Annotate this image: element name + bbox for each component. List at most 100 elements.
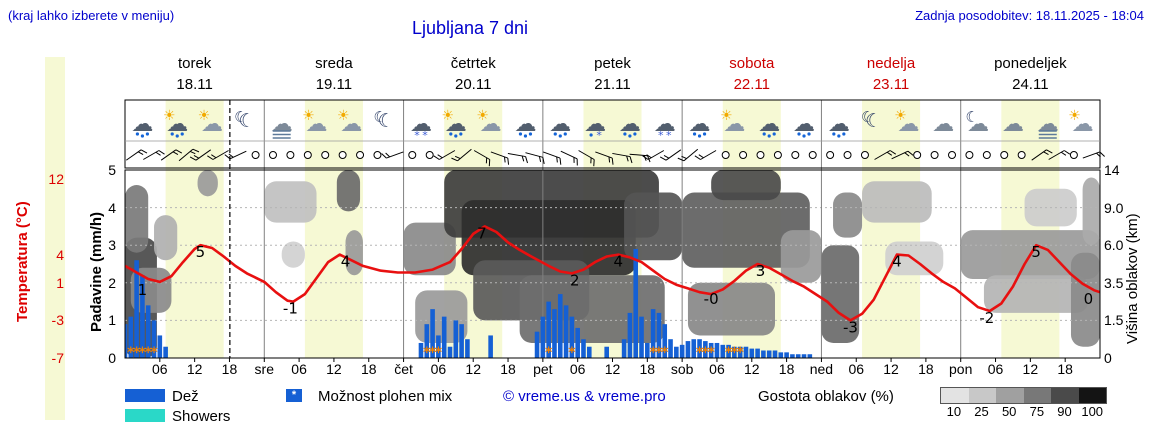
cloud-density-legend-label: Gostota oblakov (%) [758, 388, 894, 405]
cloud-blob [281, 241, 305, 268]
sun-cloud-icon: ☀☁ [476, 108, 501, 137]
precip-bar [575, 327, 580, 358]
wind-barb-icon [542, 151, 562, 165]
svg-text:☁: ☁ [340, 112, 362, 137]
svg-text:☀: ☀ [337, 108, 350, 124]
svg-text:☁: ☁ [410, 112, 432, 137]
day-name: torek [177, 55, 212, 72]
precip-bar [801, 354, 807, 358]
day-name: petek [594, 55, 631, 72]
temperature-value-label: 0 [1084, 290, 1094, 308]
daylight-band [304, 100, 363, 358]
wind-barb-icon [659, 149, 682, 161]
precip-bar [157, 335, 163, 358]
x-hour-label: 18 [1057, 361, 1073, 377]
svg-text:☾: ☾ [378, 110, 395, 132]
cloud-blob [403, 222, 456, 276]
sun-cloud-icon: ☀☁ [1068, 108, 1093, 137]
wind-barb-icon [874, 150, 897, 160]
x-hour-label: 06 [152, 361, 168, 377]
chance-marker: * [655, 345, 663, 361]
calm-wind-icon [321, 151, 330, 159]
calm-wind-icon [356, 151, 365, 159]
chance-marker: * [423, 345, 431, 361]
x-hour-label: 06 [291, 361, 307, 377]
precip-bar [755, 348, 760, 358]
chance-marker: * [568, 345, 576, 361]
precip-bar [418, 342, 424, 358]
wind-barb-icon [433, 150, 456, 160]
cloud-density-gradient [940, 387, 1107, 404]
svg-text:☾: ☾ [865, 110, 882, 132]
x-day-label-ned: ned [809, 361, 834, 377]
cloud-blob [154, 215, 178, 261]
cloud-blob [624, 192, 683, 261]
wind-barb-icon [595, 151, 614, 165]
temperature-value-label: -0 [704, 290, 719, 308]
cloud-density-values: 10 25 50 75 90 100 [940, 404, 1106, 419]
density-value: 25 [974, 404, 989, 419]
sun-cloud-icon: ☀☁ [302, 108, 327, 137]
precip-bar [581, 339, 586, 358]
precip-bar [691, 339, 697, 358]
wind-barb-icon [677, 148, 699, 162]
precip-bar [586, 346, 592, 358]
temp-tick-1: 1 [56, 274, 64, 291]
svg-text:☾: ☾ [373, 108, 386, 126]
density-segment [1051, 388, 1079, 403]
precip-bar [668, 339, 673, 358]
sun-cloud-icon: ☀☁ [198, 108, 223, 137]
precip-bar [569, 316, 575, 358]
snow-icon: ☁* * [410, 112, 432, 142]
wind-barb-icon [473, 150, 491, 167]
wind-barb-icon [694, 150, 717, 160]
chance-of-showers-icon: * [286, 389, 302, 402]
x-hour-label: 12 [883, 361, 899, 377]
cloud-layer [125, 170, 1100, 358]
precip-bar [633, 248, 639, 358]
copyright-link[interactable]: © vreme.us & vreme.pro [503, 388, 666, 405]
wind-barb-icon [578, 150, 595, 167]
chance-marker: * [737, 345, 745, 361]
svg-text:*: * [414, 129, 420, 142]
moon-icon: ☾☾ [234, 108, 255, 132]
cloud-blob [711, 170, 781, 201]
rain-icon: ☁ [514, 112, 536, 138]
precip-bar [662, 324, 668, 358]
chance-marker: * [696, 345, 704, 361]
temp-tick-12: 12 [48, 171, 64, 188]
chance-marker: * [139, 345, 147, 361]
x-hour-label: 06 [848, 361, 865, 377]
x-hour-label: 06 [430, 361, 447, 377]
calm-wind-icon [948, 151, 957, 159]
cloud-tick-6.0: 6.0 [1104, 237, 1124, 254]
calm-wind-icon [1017, 151, 1026, 159]
calm-wind-icon [425, 151, 434, 159]
x-hour-label: 12 [465, 361, 481, 377]
wind-barb-icon [143, 150, 165, 160]
wind-barb-icon [1048, 150, 1071, 160]
cloud-tick-0: 0 [1104, 350, 1112, 366]
day-date: 20.11 [454, 76, 492, 93]
precip-bar [447, 346, 453, 358]
temperature-value-label: 4 [614, 253, 624, 271]
calm-wind-icon [303, 151, 312, 159]
chance-marker: * [127, 345, 135, 361]
density-value: 90 [1057, 404, 1072, 419]
cloud-blob [125, 185, 149, 253]
precip-tick-4: 4 [108, 199, 116, 216]
cloud-blob [1082, 177, 1100, 246]
x-hour-label: 12 [326, 361, 342, 377]
svg-text:☾: ☾ [861, 108, 874, 126]
density-value: 50 [1001, 404, 1017, 419]
precip-bar [134, 260, 139, 358]
svg-text:☀: ☀ [163, 108, 176, 124]
sun-cloud-icon: ☀☁ [894, 108, 919, 137]
precip-bar [732, 346, 737, 358]
wind-barb-icon [560, 150, 578, 166]
density-value: 75 [1029, 404, 1045, 419]
precip-bar [128, 316, 134, 358]
moon-cloud-icon: ☾☁ [965, 108, 989, 137]
calm-wind-icon [1000, 151, 1009, 159]
x-hour-label: 18 [500, 361, 516, 377]
